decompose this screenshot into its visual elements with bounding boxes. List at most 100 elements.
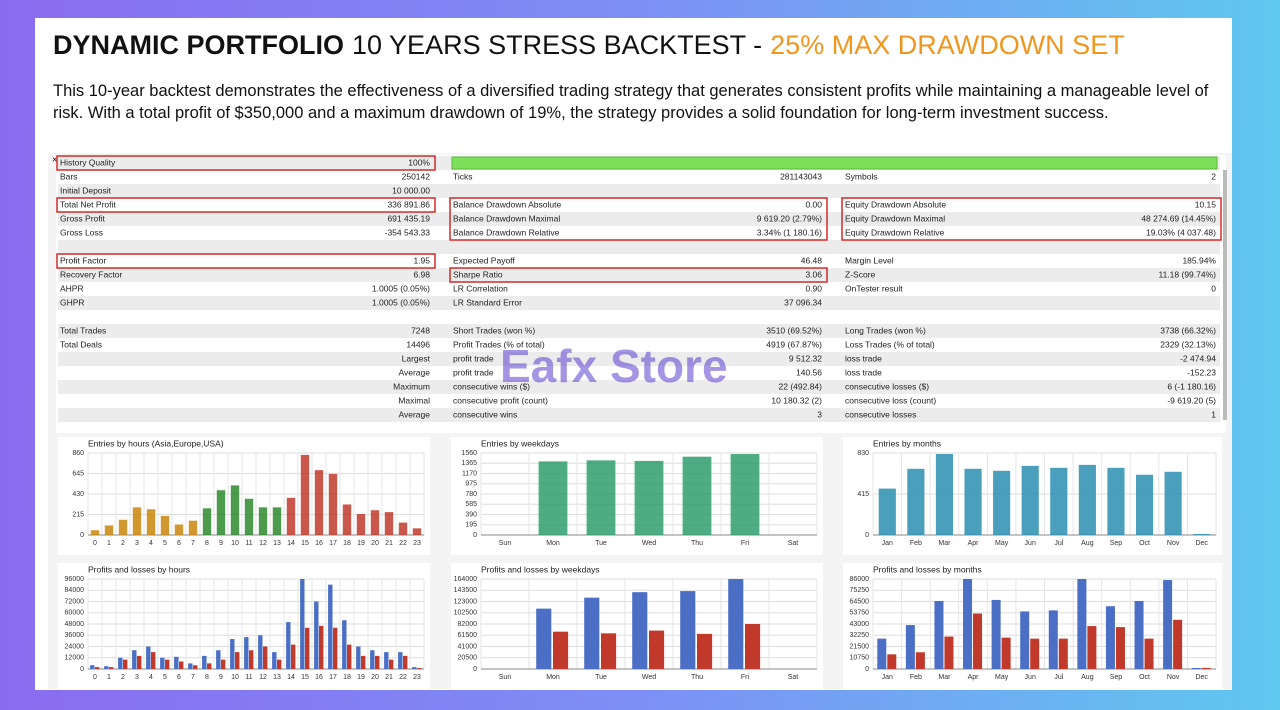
report-value: 100% bbox=[408, 157, 430, 167]
bar bbox=[118, 519, 128, 535]
x-tick-label: Jul bbox=[1054, 674, 1063, 681]
x-tick-label: Thu bbox=[691, 540, 703, 547]
close-icon[interactable]: × bbox=[52, 154, 57, 164]
report-value: 7248 bbox=[411, 325, 430, 335]
report-value: 3510 (69.52%) bbox=[766, 325, 822, 335]
x-tick-label: 5 bbox=[163, 674, 167, 681]
x-tick-label: 3 bbox=[135, 674, 139, 681]
x-tick-label: Fri bbox=[741, 540, 750, 547]
highlight-box bbox=[56, 197, 436, 213]
bar bbox=[586, 460, 616, 535]
y-tick-label: 860 bbox=[72, 450, 84, 457]
x-tick-label: 1 bbox=[107, 540, 111, 547]
chart-title: Profits and losses by hours bbox=[88, 564, 190, 574]
bar bbox=[277, 659, 282, 669]
x-tick-label: 18 bbox=[343, 674, 351, 681]
row-bg bbox=[58, 324, 1220, 338]
y-tick-label: 1170 bbox=[462, 470, 477, 477]
report-value: 1 bbox=[1211, 409, 1216, 419]
report-label: Profit Factor bbox=[60, 255, 106, 265]
x-tick-label: Apr bbox=[968, 674, 980, 681]
x-tick-label: 4 bbox=[149, 674, 153, 681]
report-label: Margin Level bbox=[845, 255, 894, 265]
bar bbox=[179, 661, 184, 669]
x-tick-label: Jul bbox=[1054, 540, 1063, 547]
title-bold: DYNAMIC PORTFOLIO bbox=[53, 30, 344, 60]
bar bbox=[137, 655, 142, 669]
report-label: consecutive losses ($) bbox=[845, 381, 929, 391]
y-tick-label: 48000 bbox=[65, 621, 85, 628]
bar bbox=[235, 652, 240, 669]
x-tick-label: Jan bbox=[882, 674, 893, 681]
x-tick-label: May bbox=[995, 674, 1009, 681]
bar bbox=[697, 633, 713, 669]
report-label: Long Trades (won %) bbox=[845, 325, 926, 335]
report-label: Bars bbox=[60, 171, 77, 181]
report-value: 11.18 (99.74%) bbox=[1159, 269, 1217, 279]
bar bbox=[151, 652, 156, 669]
bar bbox=[347, 644, 352, 669]
bar bbox=[356, 646, 361, 669]
report-value: Average bbox=[398, 409, 430, 419]
bar bbox=[601, 633, 617, 669]
x-tick-label: 4 bbox=[149, 540, 153, 547]
bar bbox=[1135, 474, 1154, 535]
x-tick-label: Nov bbox=[1167, 674, 1180, 681]
row-bg bbox=[58, 380, 1220, 394]
bar bbox=[193, 665, 198, 669]
x-tick-label: 0 bbox=[93, 540, 97, 547]
row-bg bbox=[58, 296, 1220, 310]
report-value: 22 (492.84) bbox=[779, 381, 823, 391]
x-tick-label: Mar bbox=[938, 674, 951, 681]
bar bbox=[728, 579, 744, 669]
report-label: Gross Loss bbox=[60, 227, 103, 237]
report-value: 281143043 bbox=[780, 171, 822, 181]
bar bbox=[188, 520, 198, 535]
x-tick-label: 20 bbox=[371, 674, 379, 681]
bar bbox=[286, 497, 296, 535]
bar bbox=[375, 655, 380, 669]
x-tick-label: Dec bbox=[1195, 540, 1208, 547]
bar bbox=[973, 613, 983, 669]
x-tick-label: 21 bbox=[385, 540, 393, 547]
x-tick-label: 11 bbox=[245, 674, 252, 681]
row-bg bbox=[58, 268, 1220, 282]
report-value: 691 435.19 bbox=[387, 213, 430, 223]
y-tick-label: 41000 bbox=[458, 643, 478, 650]
y-tick-label: 830 bbox=[857, 450, 869, 457]
y-tick-label: 75250 bbox=[850, 587, 870, 594]
bar bbox=[944, 636, 954, 669]
bar bbox=[680, 591, 696, 669]
report-label: LR Standard Error bbox=[453, 297, 522, 307]
bar bbox=[272, 652, 277, 669]
report-value: 37 096.34 bbox=[784, 297, 822, 307]
report-label: Total Deals bbox=[60, 339, 102, 349]
report-value: 336 891.86 bbox=[387, 199, 430, 209]
x-tick-label: Sun bbox=[499, 674, 512, 681]
highlight-box bbox=[56, 155, 436, 171]
bar bbox=[146, 646, 151, 669]
y-tick-label: 0 bbox=[473, 666, 477, 673]
bar bbox=[258, 507, 268, 535]
x-tick-label: Thu bbox=[691, 674, 703, 681]
x-tick-label: 7 bbox=[191, 540, 195, 547]
report-label: Initial Deposit bbox=[60, 185, 112, 195]
x-tick-label: 15 bbox=[301, 540, 309, 547]
y-tick-label: 1365 bbox=[461, 460, 477, 467]
bar bbox=[314, 470, 324, 535]
bar bbox=[328, 473, 338, 535]
report-label: Recovery Factor bbox=[60, 269, 123, 279]
report-label: LR Correlation bbox=[453, 283, 508, 293]
x-tick-label: 7 bbox=[191, 674, 195, 681]
bar bbox=[258, 635, 263, 669]
x-tick-label: 10 bbox=[231, 540, 239, 547]
bar bbox=[300, 579, 305, 669]
report-value: Largest bbox=[402, 353, 431, 363]
bar bbox=[342, 620, 347, 669]
title: DYNAMIC PORTFOLIO 10 YEARS STRESS BACKTES… bbox=[53, 30, 1125, 61]
x-tick-label: Feb bbox=[910, 674, 922, 681]
y-tick-label: 0 bbox=[865, 666, 869, 673]
bar bbox=[412, 528, 422, 535]
bar bbox=[202, 508, 212, 535]
